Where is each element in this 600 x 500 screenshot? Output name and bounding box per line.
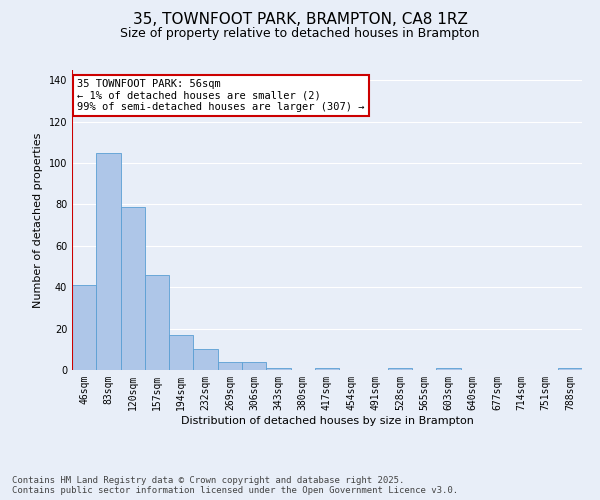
Bar	[72, 285, 96, 370]
Bar	[388, 368, 412, 370]
Text: Size of property relative to detached houses in Brampton: Size of property relative to detached ho…	[120, 28, 480, 40]
Bar	[558, 368, 582, 370]
Bar	[96, 153, 121, 370]
Text: Contains HM Land Registry data © Crown copyright and database right 2025.
Contai: Contains HM Land Registry data © Crown c…	[12, 476, 458, 495]
Bar	[145, 275, 169, 370]
Bar	[218, 362, 242, 370]
Bar	[121, 206, 145, 370]
Bar	[242, 362, 266, 370]
Bar	[315, 368, 339, 370]
Y-axis label: Number of detached properties: Number of detached properties	[33, 132, 43, 308]
X-axis label: Distribution of detached houses by size in Brampton: Distribution of detached houses by size …	[181, 416, 473, 426]
Text: 35, TOWNFOOT PARK, BRAMPTON, CA8 1RZ: 35, TOWNFOOT PARK, BRAMPTON, CA8 1RZ	[133, 12, 467, 28]
Bar	[436, 368, 461, 370]
Bar	[169, 335, 193, 370]
Bar	[266, 368, 290, 370]
Text: 35 TOWNFOOT PARK: 56sqm
← 1% of detached houses are smaller (2)
99% of semi-deta: 35 TOWNFOOT PARK: 56sqm ← 1% of detached…	[77, 79, 365, 112]
Bar	[193, 350, 218, 370]
